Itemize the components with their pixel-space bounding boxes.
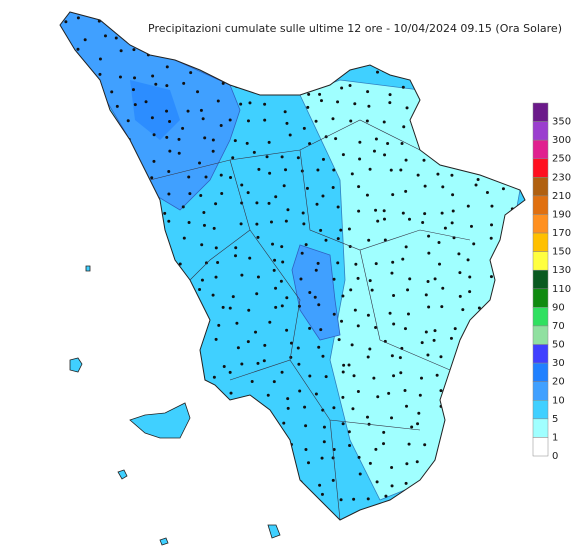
legend-swatch [532,344,549,364]
legend-swatch [532,121,549,141]
map-title: Precipitazioni cumulate sulle ultime 12 … [148,22,562,35]
outline [59,11,526,521]
legend-swatch [532,269,549,290]
legend-label: 90 [552,302,565,313]
legend-label: 70 [552,321,565,332]
legend-label: 10 [552,395,565,406]
legend: 3503002502302101901701501301109070503020… [532,102,571,462]
legend-swatch [532,381,549,401]
legend-label: 0 [552,451,558,462]
legend-label: 250 [552,154,571,165]
legend-swatch [532,362,549,382]
borders [149,119,471,520]
legend-swatch [532,418,549,438]
legend-swatch [532,400,549,420]
legend-swatch [532,307,549,327]
legend-swatch [532,102,549,122]
legend-label: 130 [552,265,571,276]
legend-swatch [532,232,549,252]
legend-label: 170 [552,228,571,239]
islands [69,265,281,546]
legend-swatch [532,195,549,215]
legend-label: 210 [552,191,571,202]
legend-swatch [532,214,549,234]
legend-label: 5 [552,414,558,425]
legend-label: 300 [552,135,571,146]
legend-swatch [532,251,549,271]
legend-label: 350 [552,117,571,128]
legend-swatch [532,288,549,308]
legend-swatch [532,437,549,457]
legend-swatch [532,158,549,178]
legend-label: 190 [552,209,571,220]
legend-label: 150 [552,247,571,258]
legend-label: 1 [552,432,558,443]
legend-swatch [532,325,549,345]
legend-swatch [532,139,549,159]
legend-label: 230 [552,172,571,183]
legend-label: 20 [552,377,565,388]
legend-label: 30 [552,358,565,369]
legend-label: 50 [552,340,565,351]
legend-swatch [532,177,549,197]
legend-label: 110 [552,284,571,295]
